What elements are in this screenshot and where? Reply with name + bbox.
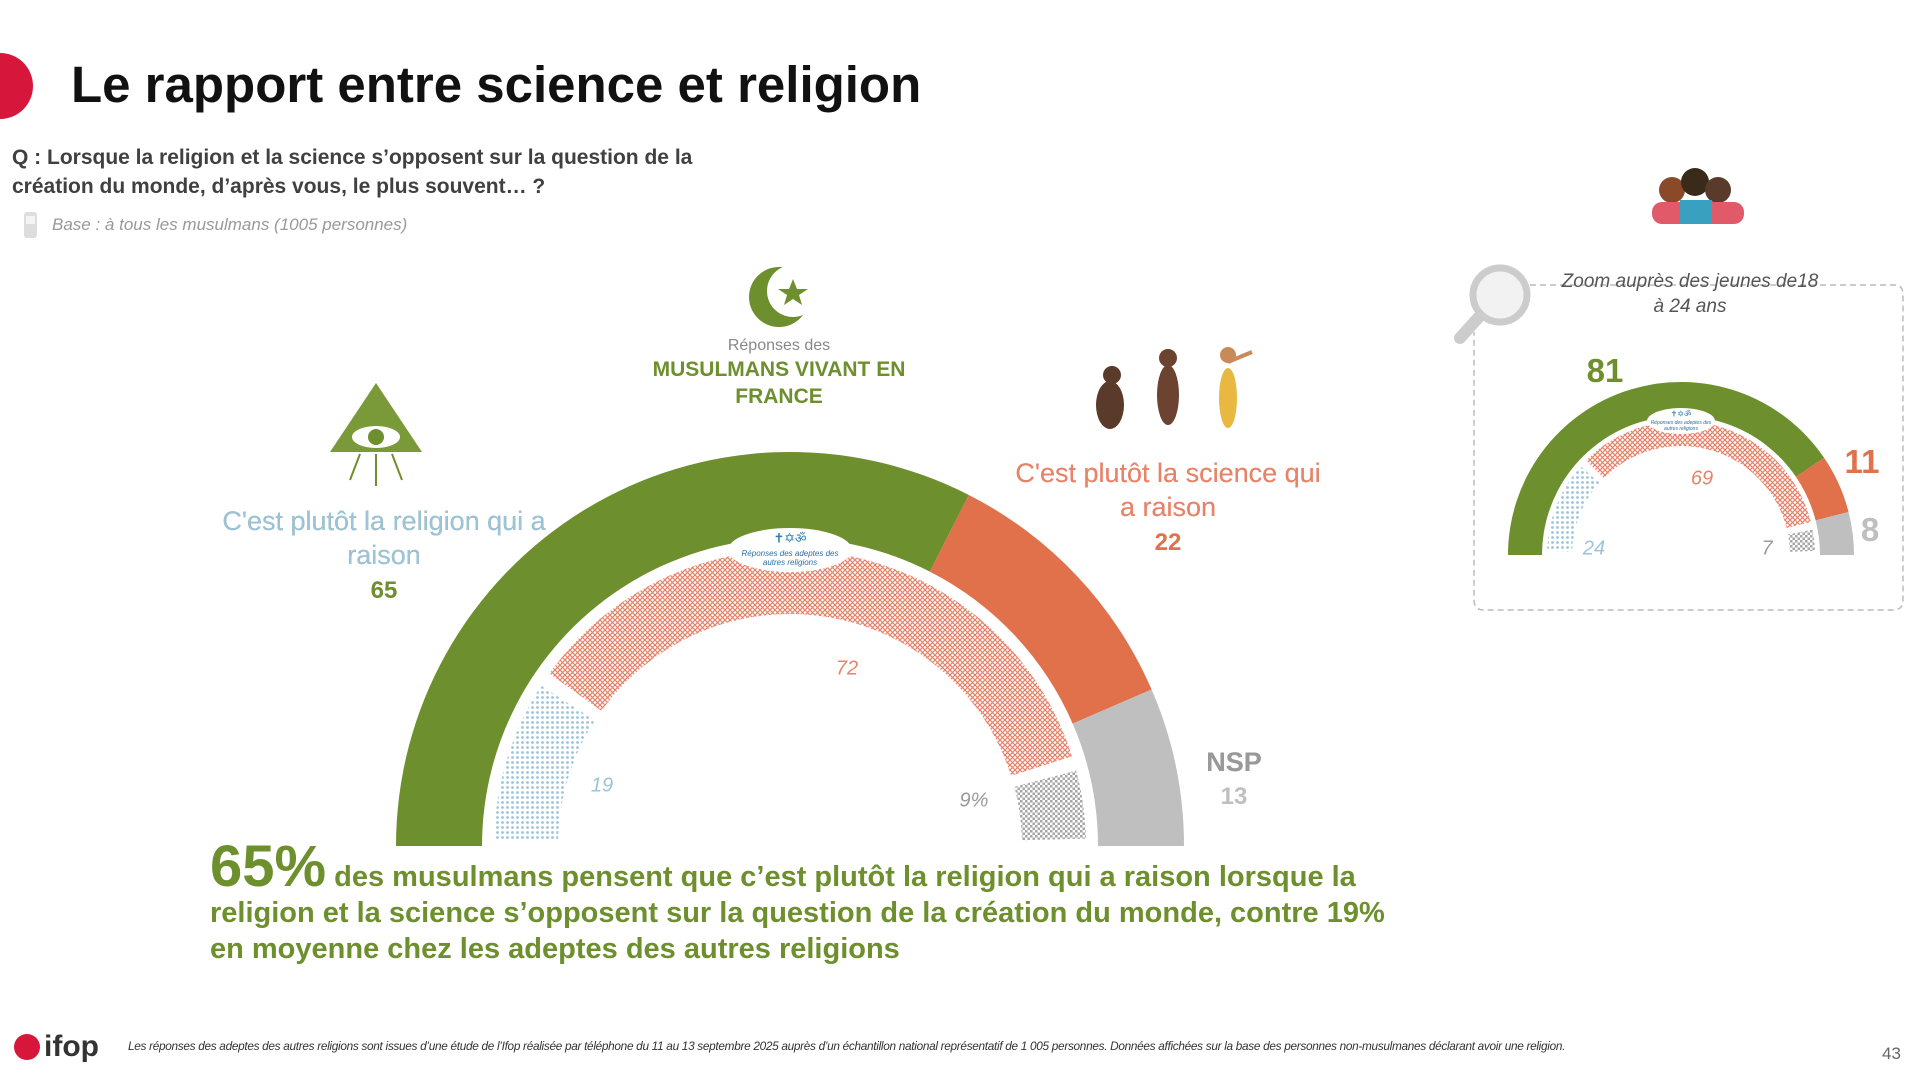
value-label: 81 [1586,352,1624,389]
inner-value-label: 7 [1761,537,1773,560]
category-label: C'est plutôt la religion qui a raison [222,506,546,570]
badge-symbols: ✝✡ॐ [773,530,806,545]
phone-icon [24,212,37,238]
category-label: NSP [1206,747,1262,777]
chart-title: Zoom auprès des jeunes de18 à 24 ans [1561,271,1819,317]
logo-mark [14,1034,40,1060]
inner-value-label: 19 [590,774,614,797]
outer-segment [1815,511,1854,555]
page-number: 43 [1882,1044,1901,1063]
outer-segment [1795,457,1849,521]
people-icon [1652,168,1744,224]
inner-value-label: 9% [959,789,989,812]
conclusion-highlight: 65% [210,834,327,899]
outer-segment [1072,689,1184,846]
inner-series-name: Réponses des adeptes des autres religion… [741,548,839,567]
outer-segment [1508,382,1825,555]
inner-series-name: Réponses des adeptes des autres religion… [1650,419,1712,432]
inner-segment [1788,529,1815,552]
series-subtitle: Réponses des [727,337,831,354]
inner-segment [549,550,1073,776]
inner-value-label: 72 [835,657,859,680]
series-badge [1647,408,1715,434]
evolution-icon [1096,347,1253,429]
inner-value-label: 69 [1690,467,1714,490]
category-label: C'est plutôt la science qui a raison [1015,458,1321,522]
magnifier-icon [1454,264,1531,344]
badge-symbols: ✝✡ॐ [1671,409,1692,418]
inner-segment [494,685,595,841]
slide-title: Le rapport entre science et religion [71,56,922,113]
value-label: 13 [1220,783,1248,810]
inner-segment [1014,770,1086,841]
outer-segment [396,451,969,846]
inner-segment [1547,466,1600,552]
title-bullet [0,53,33,119]
category-label: C'est plutôt la science qui a raison [1015,458,1321,522]
zoom-frame [1473,284,1904,611]
category-label: NSP [1206,747,1262,777]
value-label: 11 [1844,443,1880,480]
question: Q : Lorsque la religion et la science s’… [12,146,693,198]
series-badge [728,528,852,572]
inner-value-label: 24 [1582,537,1606,560]
base-note: Base : à tous les musulmans (1005 person… [52,215,408,234]
category-label: C'est plutôt la religion qui a raison [222,506,546,570]
outer-series-name: MUSULMANS VIVANT EN FRANCE [652,358,906,408]
footnote: Les réponses des adeptes des autres reli… [128,1039,1566,1053]
value-label: 22 [1154,529,1182,556]
pyramid-icon [330,383,422,486]
logo: ifop [44,1030,99,1063]
conclusion-text: des musulmans pensent que c’est plutôt l… [210,861,1385,965]
outer-segment [929,494,1152,724]
conclusion: 65% des musulmans pensent que c’est plut… [210,838,1410,967]
inner-segment [1586,420,1811,529]
value-label: 65 [370,577,398,604]
value-label: 8 [1860,511,1880,548]
crescent-icon [749,265,819,327]
